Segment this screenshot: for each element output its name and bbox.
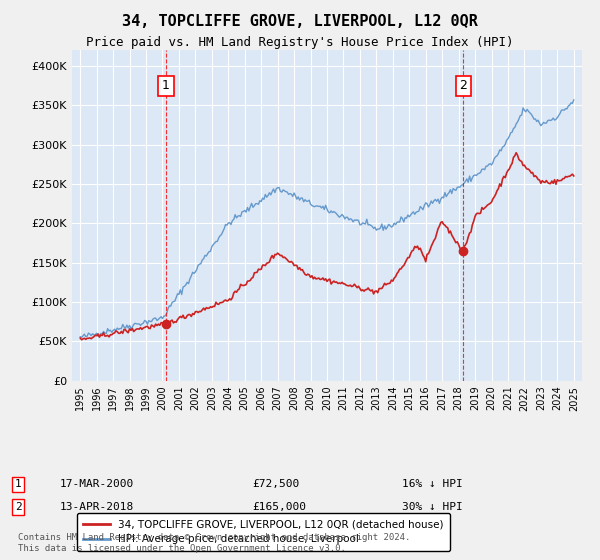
Text: 16% ↓ HPI: 16% ↓ HPI: [402, 479, 463, 489]
Text: £165,000: £165,000: [252, 502, 306, 512]
Text: 13-APR-2018: 13-APR-2018: [60, 502, 134, 512]
Text: 34, TOPCLIFFE GROVE, LIVERPOOL, L12 0QR: 34, TOPCLIFFE GROVE, LIVERPOOL, L12 0QR: [122, 14, 478, 29]
Text: Contains HM Land Registry data © Crown copyright and database right 2024.
This d: Contains HM Land Registry data © Crown c…: [18, 533, 410, 553]
Legend: 34, TOPCLIFFE GROVE, LIVERPOOL, L12 0QR (detached house), HPI: Average price, de: 34, TOPCLIFFE GROVE, LIVERPOOL, L12 0QR …: [77, 513, 449, 550]
Text: 30% ↓ HPI: 30% ↓ HPI: [402, 502, 463, 512]
Text: 1: 1: [162, 80, 170, 92]
Text: 1: 1: [14, 479, 22, 489]
Text: £72,500: £72,500: [252, 479, 299, 489]
Text: 2: 2: [14, 502, 22, 512]
Text: 2: 2: [459, 80, 467, 92]
Text: 17-MAR-2000: 17-MAR-2000: [60, 479, 134, 489]
Text: Price paid vs. HM Land Registry's House Price Index (HPI): Price paid vs. HM Land Registry's House …: [86, 36, 514, 49]
